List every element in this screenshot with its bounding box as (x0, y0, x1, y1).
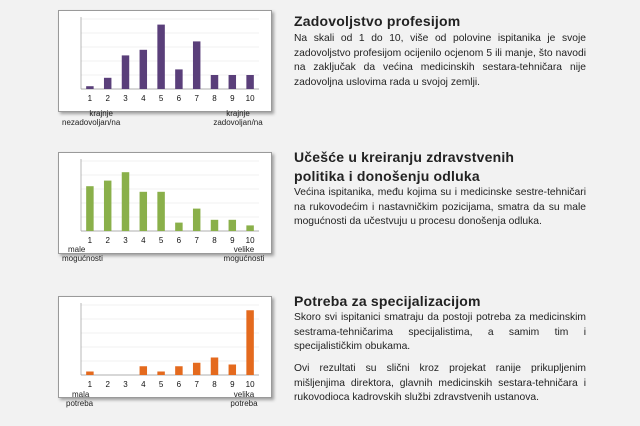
x-tick-label-10: 10 (246, 236, 255, 245)
x-tick-label-10: 10 (246, 380, 255, 389)
bar-3 (121, 172, 130, 231)
bar-8 (210, 357, 219, 375)
x-tick-label-3: 3 (123, 94, 128, 103)
section-heading-satisfaction: Zadovoljstvo profesijom (294, 13, 461, 29)
bar-5 (157, 24, 165, 89)
x-tick-label-10: 10 (246, 94, 255, 103)
axis-end-label-left-1-line1: krajnje (89, 109, 113, 118)
axis-end-label-left-1: krajnje nezadovoljan/na (62, 109, 120, 127)
section-paragraph-specialization-2: Ovi rezultati su slični kroz projekat ra… (294, 363, 586, 404)
bar-1 (86, 371, 94, 375)
x-tick-label-1: 1 (88, 94, 93, 103)
axis-end-label-left-3-line2: potreba (66, 399, 94, 408)
axis-end-label-left-2: male mogućnosti (62, 245, 103, 263)
x-tick-label-4: 4 (141, 236, 146, 245)
axis-end-label-left-2-line1: male (68, 245, 86, 254)
bar-6 (175, 222, 183, 231)
section-heading-decision-making: Učešće u kreiranju zdravstvenih politika… (294, 149, 515, 184)
chart-specialization-svg: 1 2 3 4 5 6 7 8 9 10 (80, 303, 259, 389)
x-tick-label-1: 1 (88, 380, 93, 389)
bar-6 (175, 69, 183, 89)
axis-end-label-right-3: velika potreba (218, 390, 270, 408)
axis-end-label-left-2-line2: mogućnosti (62, 254, 103, 263)
section-paragraph-decision-making: Većina ispitanika, među kojima su i medi… (294, 187, 586, 228)
axis-end-label-right-2: velike mogućnosti (218, 245, 270, 263)
bar-2 (103, 180, 112, 231)
bar-8 (210, 219, 219, 231)
x-tick-label-8: 8 (212, 94, 217, 103)
axis-end-label-right-3-line1: velika (233, 390, 255, 399)
bar-9 (228, 219, 237, 231)
axis-end-label-left-3-line1: mala (72, 390, 90, 399)
x-tick-label-9: 9 (230, 380, 235, 389)
bar-1 (86, 86, 94, 89)
chart-decision-making: 1 2 3 4 5 6 7 8 9 10 (58, 152, 272, 254)
bar-8 (210, 75, 219, 89)
bar-5 (157, 371, 165, 375)
x-tick-label-7: 7 (194, 94, 199, 103)
bar-1 (86, 186, 94, 231)
x-tick-label-3: 3 (123, 236, 128, 245)
bar-7 (192, 208, 201, 231)
bar-6 (175, 366, 183, 375)
chart-satisfaction-svg: 1 2 3 4 5 6 7 8 9 10 (80, 17, 259, 103)
bar-5 (157, 191, 165, 231)
axis-end-label-right-1-line1: krajnje (226, 109, 250, 118)
x-tick-label-4: 4 (141, 380, 146, 389)
x-tick-label-7: 7 (194, 236, 199, 245)
section-heading-specialization: Potreba za specijalizacijom (294, 293, 481, 309)
bar-9 (228, 364, 237, 375)
bar-2 (103, 77, 112, 89)
x-tick-label-6: 6 (177, 380, 182, 389)
axis-end-label-right-2-line1: velike (233, 245, 255, 254)
x-tick-label-8: 8 (212, 380, 217, 389)
x-tick-label-9: 9 (230, 94, 235, 103)
bar-4 (139, 191, 148, 231)
axis-end-label-right-3-line2: potreba (230, 399, 258, 408)
x-tick-label-8: 8 (212, 236, 217, 245)
axis-end-label-left-1-line2: nezadovoljan/na (62, 118, 121, 127)
axis-end-label-right-2-line2: mogućnosti (223, 254, 265, 263)
x-tick-label-5: 5 (159, 94, 164, 103)
bar-9 (228, 75, 237, 89)
axis-end-label-right-1-line2: zadovoljan/na (213, 118, 263, 127)
x-tick-label-6: 6 (177, 236, 182, 245)
bar-10 (246, 310, 254, 375)
x-tick-label-9: 9 (230, 236, 235, 245)
x-tick-label-2: 2 (105, 236, 110, 245)
x-tick-label-6: 6 (177, 94, 182, 103)
chart-specialization: 1 2 3 4 5 6 7 8 9 10 (58, 296, 272, 398)
x-tick-label-5: 5 (159, 236, 164, 245)
x-tick-label-7: 7 (194, 380, 199, 389)
chart-decision-making-svg: 1 2 3 4 5 6 7 8 9 10 (80, 159, 259, 245)
x-tick-label-4: 4 (141, 94, 146, 103)
x-tick-label-2: 2 (105, 94, 110, 103)
bar-7 (192, 41, 201, 89)
section-paragraph-satisfaction: Na skali od 1 do 10, više od polovine is… (294, 33, 586, 88)
x-tick-label-1: 1 (88, 236, 93, 245)
axis-end-label-left-3: mala potreba (66, 390, 93, 408)
bar-4 (139, 366, 148, 375)
bar-7 (192, 362, 201, 375)
bar-4 (139, 49, 148, 89)
x-tick-label-2: 2 (105, 380, 110, 389)
bar-3 (121, 55, 130, 89)
x-tick-label-3: 3 (123, 380, 128, 389)
section-paragraph-specialization-1: Skoro svi ispitanici smatraju da postoji… (294, 312, 586, 353)
axis-end-label-right-1: krajnje zadovoljan/na (205, 109, 271, 127)
bar-10 (246, 225, 254, 231)
chart-satisfaction: 1 2 3 4 5 6 7 8 9 10 (58, 10, 272, 112)
x-tick-label-5: 5 (159, 380, 164, 389)
bar-10 (246, 75, 254, 89)
